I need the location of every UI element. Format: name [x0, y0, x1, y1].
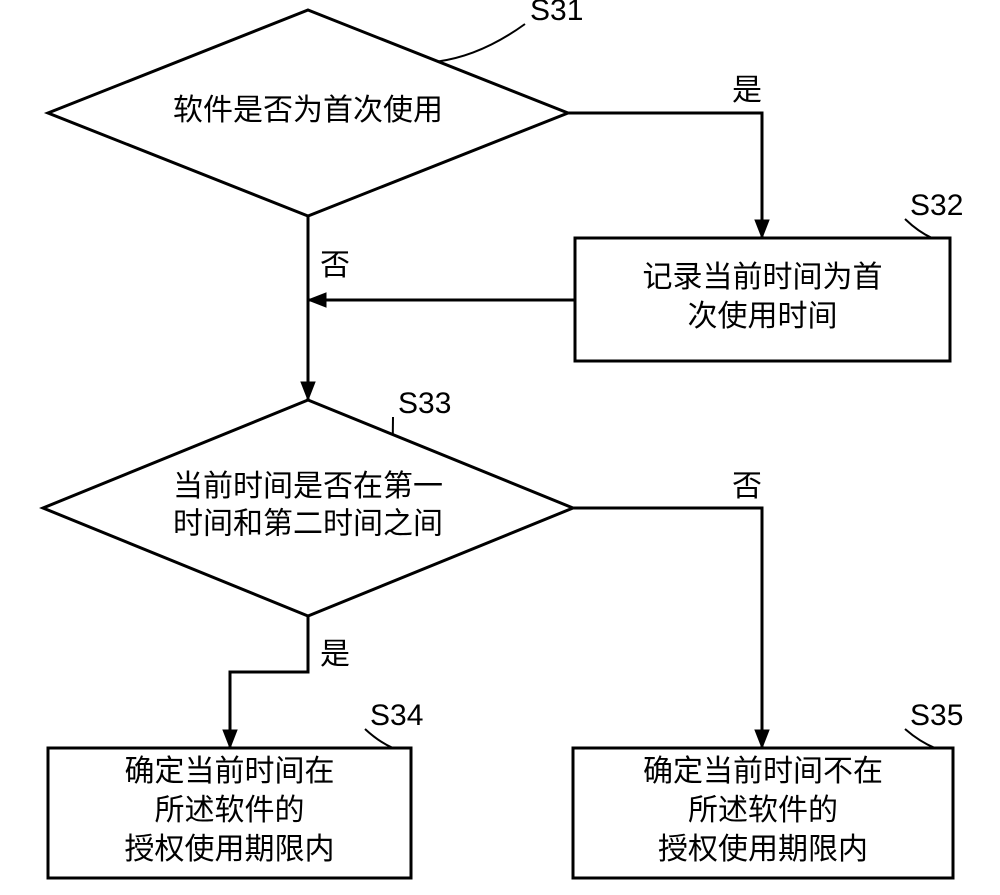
node-text-s32-0: 记录当前时间为首	[643, 261, 883, 294]
node-text-s35-0: 确定当前时间不在	[643, 755, 883, 788]
node-text-s34-1: 所述软件的	[155, 794, 305, 827]
step-label-s33: S33	[398, 387, 451, 420]
edge-label-s33-no-s35: 否	[732, 470, 762, 503]
edge-s33-no-s35	[573, 508, 762, 747]
step-label-s34: S34	[370, 699, 423, 732]
node-text-s31-0: 软件是否为首次使用	[173, 94, 443, 127]
step-label-s32: S32	[910, 189, 963, 222]
edge-label-s31-no-s33: 否	[320, 249, 350, 282]
edge-label-s33-yes-s34: 是	[320, 638, 350, 671]
node-text-s34-2: 授权使用期限内	[125, 833, 335, 866]
node-text-s35-2: 授权使用期限内	[658, 833, 868, 866]
edge-label-s31-yes-s32: 是	[732, 74, 762, 107]
node-text-s33-1: 时间和第二时间之间	[173, 508, 443, 541]
step-label-s35: S35	[910, 699, 963, 732]
edge-s33-yes-s34	[230, 616, 308, 747]
edge-s31-yes-s32	[568, 113, 762, 237]
step-label-s31: S31	[530, 0, 583, 27]
node-text-s33-0: 当前时间是否在第一	[173, 470, 443, 503]
node-text-s34-0: 确定当前时间在	[125, 755, 335, 788]
node-text-s35-1: 所述软件的	[688, 794, 838, 827]
node-text-s32-1: 次使用时间	[688, 300, 838, 333]
